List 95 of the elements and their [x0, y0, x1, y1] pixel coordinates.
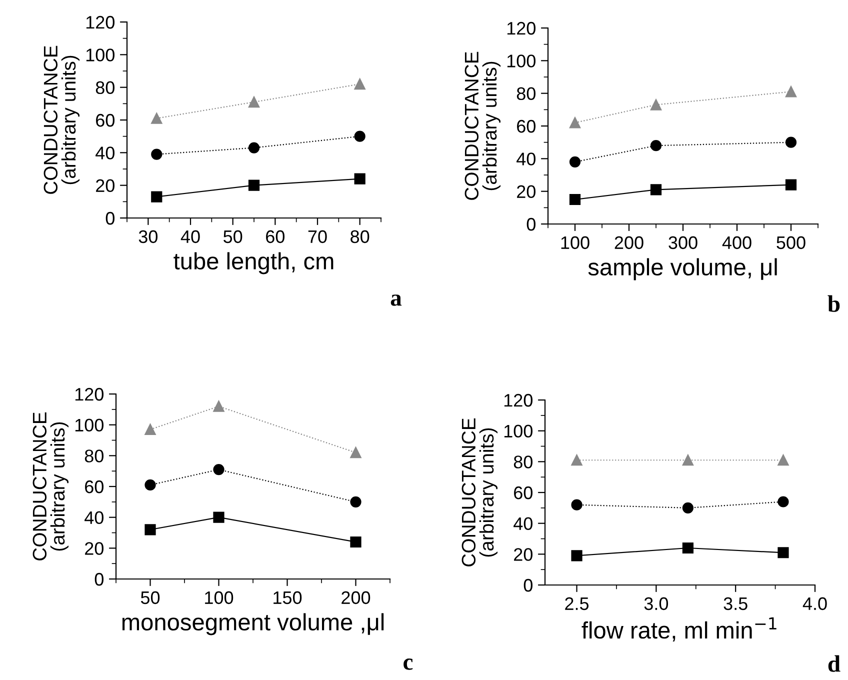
y-tick-label: 100: [507, 54, 536, 68]
y-tick-label: 20: [96, 179, 114, 192]
y-tick-label: 120: [75, 388, 104, 401]
x-tick-label: 40: [180, 230, 200, 244]
x-axis-title: tube length, cm: [174, 252, 334, 274]
point: [350, 536, 362, 548]
x-tick-label: 3.0: [644, 597, 668, 610]
y-tick-label: 60: [85, 480, 104, 494]
y-tick-label: 100: [86, 48, 114, 62]
point: [144, 479, 156, 491]
y-tick-label: 40: [84, 511, 104, 524]
point: [354, 130, 366, 142]
point: [682, 542, 694, 554]
y-tick-label: 100: [504, 424, 532, 438]
x-tick-label: 300: [668, 236, 698, 250]
y-tick-label: 20: [514, 548, 532, 561]
x-axis-title: monosegment volume ,μl: [122, 613, 384, 636]
point: [213, 512, 224, 523]
point: [151, 191, 162, 202]
x-tick-label: 30: [138, 230, 158, 244]
y-tick-label: 0: [94, 572, 104, 586]
text: a: [390, 294, 402, 306]
x-tick-label: 4.0: [802, 597, 827, 610]
point: [571, 454, 582, 466]
point: [571, 499, 582, 510]
point: [248, 180, 260, 191]
point: [144, 424, 156, 436]
x-tick-label: 150: [274, 591, 302, 604]
y-tick-label: 120: [86, 16, 114, 29]
y-tick-label: 0: [526, 218, 536, 231]
point: [354, 173, 366, 184]
y-tick-label: 80: [514, 456, 532, 468]
point: [778, 496, 789, 508]
point: [248, 96, 260, 108]
point: [151, 148, 162, 160]
y-tick-label: 60: [517, 120, 536, 133]
y-tick-label: 120: [507, 22, 536, 35]
point: [778, 454, 789, 466]
point: [248, 142, 260, 154]
text: d: [828, 655, 840, 672]
point: [785, 86, 797, 98]
x-tick-label: 100: [561, 236, 590, 250]
x-tick-label: 500: [776, 236, 806, 250]
x-tick-label: 60: [266, 230, 285, 244]
x-tick-label: 50: [140, 591, 160, 604]
y-tick-label: 60: [96, 114, 114, 127]
point: [650, 184, 662, 196]
point: [650, 140, 662, 152]
y-tick-label: 0: [524, 578, 532, 592]
y-tick-label: 40: [516, 152, 536, 166]
x-tick-label: 2.5: [565, 597, 589, 610]
point: [144, 524, 156, 536]
y-axis-title: CONDUCTANCE (arbitrary units): [464, 52, 501, 200]
point: [682, 502, 694, 514]
point: [785, 179, 797, 190]
point: [213, 464, 224, 476]
x-tick-label: 80: [350, 230, 370, 244]
point: [569, 156, 581, 168]
y-tick-label: 120: [504, 394, 532, 407]
point: [350, 496, 362, 508]
y-tick-label: 80: [84, 450, 104, 462]
point: [785, 136, 797, 148]
y-tick-label: 100: [75, 418, 104, 432]
point: [350, 447, 362, 458]
y-tick-label: 80: [96, 81, 114, 94]
y-tick-label: 0: [106, 212, 114, 225]
x-tick-label: 200: [614, 236, 644, 250]
x-axis-title: sample volume, μl: [588, 258, 777, 280]
y-tick-label: 40: [514, 517, 532, 530]
y-tick-label: 20: [85, 542, 104, 555]
y-tick-label: 40: [96, 146, 114, 160]
point: [569, 194, 581, 206]
point: [682, 454, 694, 466]
y-tick-label: 60: [514, 486, 532, 500]
x-tick-label: 50: [224, 230, 242, 244]
x-tick-label: 3.5: [724, 597, 748, 610]
point: [778, 547, 789, 558]
x-tick-label: 400: [722, 236, 752, 250]
point: [650, 99, 662, 110]
y-axis-title: CONDUCTANCE (arbitrary units): [44, 46, 80, 194]
x-tick-label: 100: [205, 591, 234, 604]
point: [354, 78, 366, 90]
point: [213, 400, 224, 412]
point: [151, 112, 162, 124]
point: [571, 550, 582, 562]
x-axis-title: flow rate, ml min$^{−1}$: [582, 617, 776, 642]
y-axis-title: CONDUCTANCE (arbitrary units): [462, 418, 498, 566]
text: b: [828, 295, 840, 312]
y-tick-label: 20: [517, 185, 536, 198]
y-axis-title: CONDUCTANCE (arbitrary units): [32, 412, 69, 560]
point: [569, 117, 581, 128]
y-tick-label: 80: [516, 87, 536, 100]
x-tick-label: 200: [342, 591, 370, 604]
text: c: [404, 658, 413, 670]
x-tick-label: 70: [308, 230, 327, 244]
